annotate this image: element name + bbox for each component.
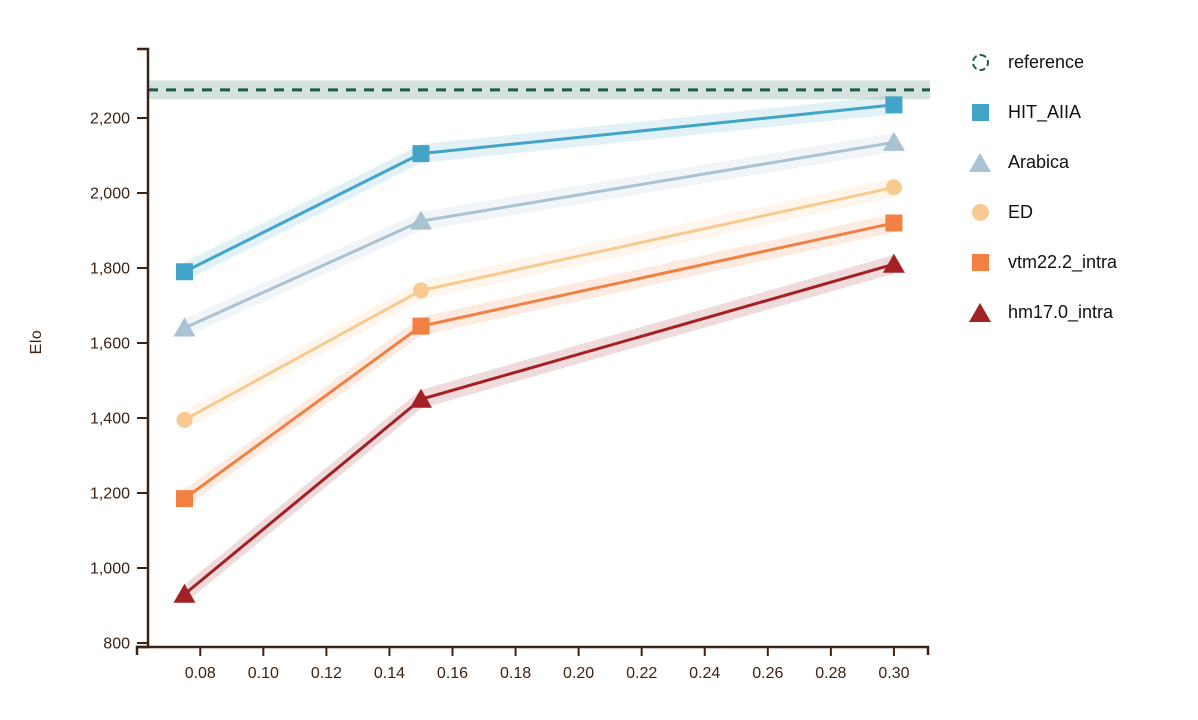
square-marker-HIT_AIIA	[412, 145, 430, 163]
x-tick-label: 0.12	[311, 665, 342, 682]
triangle-marker-Arabica	[882, 131, 905, 151]
legend-label: reference	[1008, 51, 1085, 72]
x-tick-label: 0.16	[437, 665, 468, 682]
triangle-marker-hm17.0_intra	[409, 388, 432, 408]
square-marker-vtm22.2_intra	[885, 214, 903, 232]
x-tick-label: 0.24	[689, 665, 720, 682]
y-tick-label: 1,800	[90, 261, 130, 278]
x-tick-label: 0.26	[752, 665, 783, 682]
x-tick-label: 0.22	[626, 665, 657, 682]
legend-label: vtm22.2_intra	[1008, 251, 1118, 272]
legend-label: hm17.0_intra	[1008, 301, 1114, 322]
legend-item-arabica: Arabica	[963, 137, 1117, 187]
legend-label: HIT_AIIA	[1008, 101, 1082, 122]
y-tick-label: 2,200	[90, 111, 130, 128]
series-band-HIT_AIIA	[184, 95, 894, 282]
square-marker-vtm22.2_intra	[176, 490, 193, 508]
series-band-vtm22.2_intra	[184, 213, 894, 508]
legend-label: Arabica	[1008, 151, 1070, 172]
legend-label: ED	[1008, 201, 1034, 222]
square-marker-HIT_AIIA	[176, 263, 193, 281]
y-tick-label: 800	[103, 636, 130, 653]
circle-marker-icon	[963, 203, 997, 221]
circle-marker-ED	[885, 179, 902, 196]
triangle-marker-icon	[963, 152, 997, 172]
triangle-marker-icon	[963, 302, 997, 322]
x-tick-label: 0.10	[248, 665, 279, 682]
triangle-marker-Arabica	[173, 317, 196, 337]
x-tick-label: 0.18	[500, 665, 531, 682]
circle-marker-ED	[176, 411, 193, 428]
y-tick-label: 1,400	[90, 411, 130, 428]
legend-item-vtm22-intra: vtm22.2_intra	[963, 237, 1117, 287]
square-marker-vtm22.2_intra	[412, 317, 430, 335]
x-tick-label: 0.28	[815, 665, 846, 682]
series-band-hm17.0_intra	[184, 254, 894, 604]
reference-band	[148, 80, 930, 100]
x-tick-label: 0.14	[374, 665, 405, 682]
legend-item-reference: reference	[963, 37, 1117, 87]
legend: reference HIT_AIIA Arabica ED vtm22.2_in…	[963, 37, 1117, 337]
x-axis-line	[135, 645, 930, 655]
x-tick-label: 0.20	[563, 665, 594, 682]
y-axis-title: Elo	[28, 329, 45, 355]
legend-item-hm17-intra: hm17.0_intra	[963, 287, 1117, 337]
triangle-marker-hm17.0_intra	[173, 583, 196, 603]
square-marker-HIT_AIIA	[885, 96, 903, 114]
triangle-marker-hm17.0_intra	[882, 253, 905, 273]
legend-item-ed: ED	[963, 187, 1117, 237]
square-marker-icon	[963, 253, 997, 271]
y-tick-label: 2,000	[90, 186, 130, 203]
x-tick-label: 0.08	[185, 665, 216, 682]
y-axis-line	[137, 47, 150, 649]
circle-marker-ED	[412, 282, 429, 299]
x-tick-label: 0.30	[878, 665, 909, 682]
y-tick-label: 1,200	[90, 486, 130, 503]
square-marker-icon	[963, 103, 997, 121]
triangle-marker-Arabica	[409, 210, 432, 230]
legend-item-hit-aiia: HIT_AIIA	[963, 87, 1117, 137]
reference-dashed-circle-icon	[963, 53, 997, 71]
y-tick-label: 1,000	[90, 561, 130, 578]
y-tick-label: 1,600	[90, 336, 130, 353]
